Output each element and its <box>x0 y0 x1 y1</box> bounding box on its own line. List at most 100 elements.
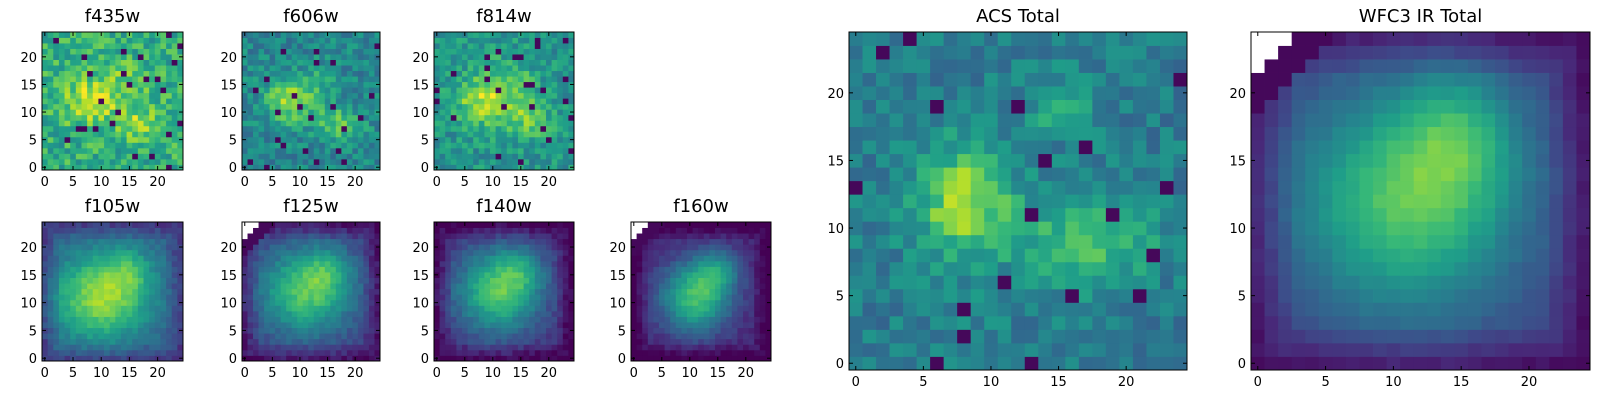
heatmap-cell <box>1105 180 1120 195</box>
heatmap-cell <box>132 294 139 301</box>
heatmap-cell <box>286 114 293 121</box>
y-tick-label: 10 <box>609 297 626 312</box>
heatmap-cell <box>149 344 156 351</box>
heatmap-cell <box>47 244 54 251</box>
heatmap-cell <box>523 349 530 356</box>
heatmap-cell <box>1024 248 1039 263</box>
heatmap-cell <box>703 327 710 334</box>
heatmap-cell <box>374 92 381 99</box>
panel-f435w: f435w 0 5 10 15 20 0 5 10 15 20 <box>6 6 189 192</box>
heatmap-cell <box>109 294 116 301</box>
heatmap-cell <box>115 299 122 306</box>
heatmap-cell <box>143 227 150 234</box>
heatmap-cell <box>313 164 320 171</box>
heatmap-cell <box>1159 221 1174 236</box>
heatmap-cell <box>495 288 502 295</box>
heatmap-cell <box>943 234 958 249</box>
heatmap-cell <box>341 114 348 121</box>
heatmap-cell <box>462 227 468 234</box>
heatmap-cell <box>264 333 270 340</box>
heatmap-cell <box>670 244 677 251</box>
heatmap-cell <box>456 98 463 105</box>
heatmap-cell <box>126 131 133 138</box>
heatmap-cell <box>269 76 276 83</box>
heatmap-cell <box>258 344 265 351</box>
heatmap-cell <box>275 310 282 317</box>
heatmap-cell <box>681 338 688 345</box>
heatmap-cell <box>501 43 508 49</box>
heatmap-cell <box>291 322 298 329</box>
heatmap-cell <box>368 164 375 171</box>
heatmap-cell <box>81 92 88 99</box>
heatmap-cell <box>450 158 457 165</box>
heatmap-cell <box>70 59 77 66</box>
heatmap-cell <box>363 87 370 94</box>
heatmap-cell <box>653 338 660 345</box>
heatmap-cell <box>703 260 710 267</box>
heatmap-cell <box>291 227 298 234</box>
heatmap-cell <box>540 322 547 329</box>
heatmap-cell <box>160 288 167 295</box>
heatmap-cell <box>568 266 575 273</box>
heatmap-cell <box>434 120 440 127</box>
heatmap-cell <box>698 327 705 334</box>
heatmap-cell <box>456 249 463 256</box>
heatmap-cell <box>154 305 161 312</box>
heatmap-cell <box>467 120 474 127</box>
heatmap-cell <box>456 272 463 278</box>
heatmap-cell <box>160 244 167 251</box>
heatmap-cell <box>104 158 111 165</box>
heatmap-cell <box>64 158 71 165</box>
heatmap-cell <box>137 120 144 127</box>
heatmap-cell <box>445 327 452 334</box>
heatmap-cell <box>943 180 958 195</box>
heatmap-cell <box>275 266 282 273</box>
heatmap-cell <box>291 244 298 251</box>
heatmap-cell <box>98 92 105 99</box>
heatmap-cell <box>308 272 315 278</box>
heatmap-cell <box>275 338 282 345</box>
heatmap-cell <box>546 272 552 278</box>
heatmap-cell <box>126 244 133 251</box>
heatmap-cell <box>115 349 122 356</box>
heatmap-cell <box>439 158 446 165</box>
heatmap-cell <box>473 333 480 340</box>
heatmap-cell <box>557 48 564 55</box>
heatmap-cell <box>889 248 904 263</box>
heatmap-cell <box>1011 207 1026 222</box>
heatmap-cell <box>731 310 738 317</box>
heatmap-cell <box>126 305 133 312</box>
heatmap-cell <box>1132 315 1147 330</box>
heatmap-cell <box>916 248 931 263</box>
heatmap-cell <box>291 136 298 143</box>
heatmap-cell <box>346 333 353 340</box>
heatmap-cell <box>120 249 127 256</box>
heatmap-cell <box>692 255 699 262</box>
heatmap-cell <box>115 48 122 55</box>
heatmap-cell <box>1024 261 1039 276</box>
heatmap-cell <box>754 238 761 245</box>
heatmap-cell <box>242 255 248 262</box>
heatmap-cell <box>242 227 248 234</box>
heatmap-cell <box>324 316 331 323</box>
heatmap-cell <box>258 81 265 88</box>
heatmap-cell <box>335 277 342 284</box>
heatmap-cell <box>258 222 265 228</box>
heatmap-cell <box>512 283 519 290</box>
heatmap-cell <box>450 333 457 340</box>
heatmap-cell <box>495 43 502 49</box>
heatmap-cell <box>92 136 99 143</box>
heatmap-cell <box>698 238 705 245</box>
heatmap-cell <box>242 98 248 105</box>
heatmap-cell <box>862 167 877 182</box>
heatmap-cell <box>341 316 348 323</box>
heatmap-cell <box>177 120 184 127</box>
heatmap-cell <box>450 136 457 143</box>
heatmap-cell <box>104 164 111 171</box>
heatmap-cell <box>462 305 468 312</box>
heatmap-cell <box>467 249 474 256</box>
heatmap-cell <box>445 70 452 77</box>
heatmap-cell <box>143 255 150 262</box>
heatmap-cell <box>903 356 917 371</box>
heatmap-cell <box>264 283 270 290</box>
